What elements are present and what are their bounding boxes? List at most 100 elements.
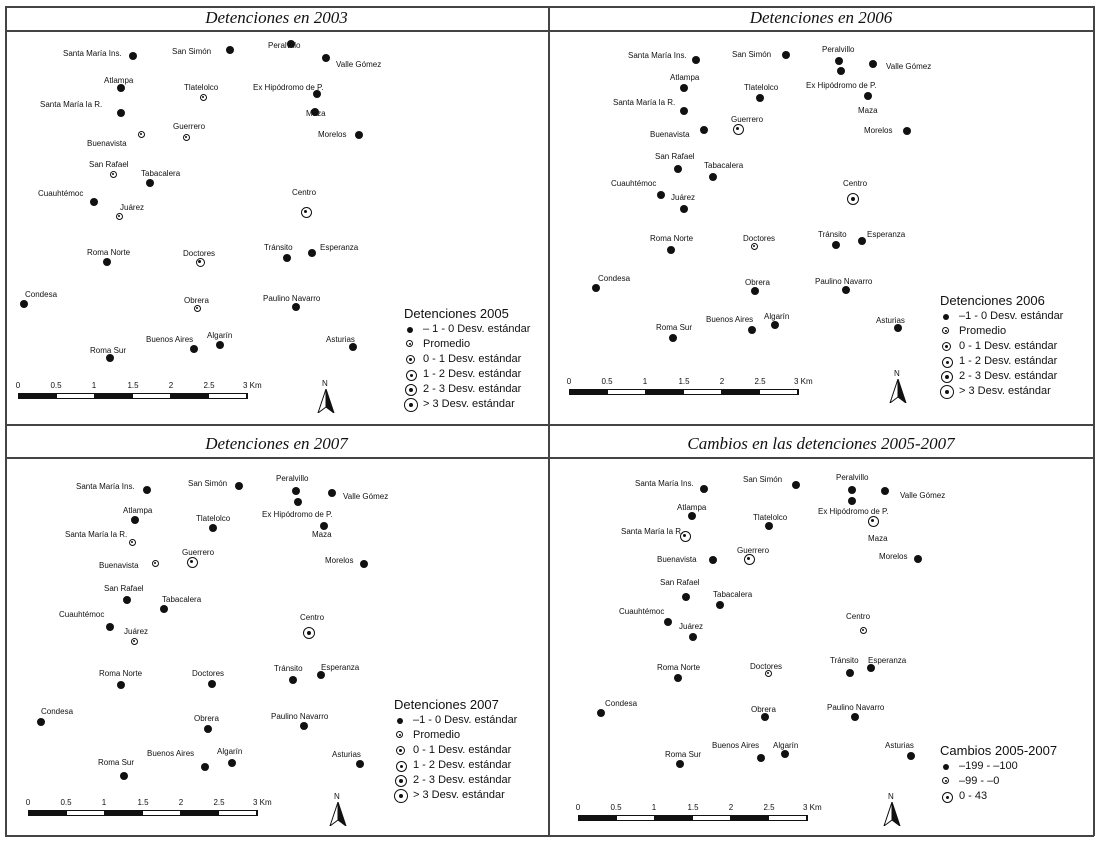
- place-label: Juárez: [124, 627, 149, 636]
- north-arrow-icon: N: [316, 379, 336, 413]
- place-label: Paulino Navarro: [263, 294, 321, 303]
- scale-tick-label: 2: [178, 798, 184, 807]
- place-label: Santa María la R.: [613, 98, 676, 107]
- place-marker: [867, 515, 879, 527]
- place-marker: [160, 605, 168, 613]
- place-marker: [832, 241, 840, 249]
- place-marker: [682, 593, 690, 601]
- place-marker: [146, 179, 154, 187]
- place-marker: [692, 56, 700, 64]
- legend-item-label: 0 - 1 Desv. estándar: [423, 353, 522, 365]
- place-marker: [103, 258, 111, 266]
- place-label: Tabacalera: [162, 595, 202, 604]
- place-marker: [846, 669, 854, 677]
- legend-item-label: –99 - –0: [959, 775, 1000, 787]
- place-marker: [356, 760, 364, 768]
- map-panel-2006: Santa María Ins. San Simón Peralvillo Valle…: [550, 31, 1093, 424]
- map-legend: Cambios 2005-2007 –199 - –100 –99 - –0 0 - …: [940, 743, 1057, 804]
- place-marker: [117, 84, 125, 92]
- north-arrow-icon: N: [888, 369, 908, 403]
- legend-item-label: 0 - 43: [959, 790, 988, 802]
- place-marker: [201, 763, 209, 771]
- legend-item-label: –1 - 0 Desv. estándar: [413, 714, 518, 726]
- legend-item: Promedio: [940, 324, 1063, 339]
- place-marker: [764, 669, 772, 677]
- legend-item-label: Promedio: [959, 325, 1007, 337]
- north-label: N: [322, 379, 328, 388]
- place-marker: [130, 637, 138, 645]
- place-marker: [761, 713, 769, 721]
- legend-symbol-icon: [942, 357, 953, 368]
- north-label: N: [888, 792, 894, 801]
- place-label: Centro: [843, 179, 868, 188]
- legend-item-label: –1 - 0 Desv. estándar: [959, 310, 1064, 322]
- place-marker: [751, 287, 759, 295]
- place-label: Santa María Ins.: [628, 51, 687, 60]
- legend-item-label: > 3 Desv. estándar: [423, 398, 515, 410]
- place-marker: [894, 324, 902, 332]
- legend-item: Promedio: [394, 728, 517, 743]
- place-label: Maza: [312, 530, 332, 539]
- legend-symbol-icon: [406, 355, 415, 364]
- place-label: Ex Hipódromo de P.: [253, 83, 324, 92]
- place-label: Tlatelolco: [196, 514, 231, 523]
- place-marker: [131, 516, 139, 524]
- place-marker: [208, 680, 216, 688]
- legend-symbol-icon: [404, 398, 418, 412]
- place-marker: [228, 759, 236, 767]
- place-marker: [360, 560, 368, 568]
- north-label: N: [894, 369, 900, 378]
- scale-tick-label: 0.5: [50, 381, 62, 390]
- legend-symbol-icon: [941, 371, 953, 383]
- legend-symbol-icon: [942, 327, 949, 334]
- scale-bar: 0 0.5 1 1.5 2 2.5 3 Km: [567, 377, 813, 397]
- place-marker: [842, 286, 850, 294]
- place-marker: [771, 321, 779, 329]
- legend-title: Detenciones 2005: [404, 306, 509, 321]
- place-label: Condesa: [605, 699, 638, 708]
- legend-symbol-icon: [942, 342, 951, 351]
- place-label: Obrera: [194, 714, 219, 723]
- place-marker: [743, 553, 755, 565]
- place-label: Guerrero: [731, 115, 764, 124]
- place-marker: [186, 556, 198, 568]
- legend-symbol-icon: [942, 792, 953, 803]
- scale-tick-label: 2.5: [213, 798, 225, 807]
- place-label: Centro: [292, 188, 317, 197]
- place-marker: [907, 752, 915, 760]
- place-label: Guerrero: [182, 548, 215, 557]
- place-label: Roma Sur: [656, 323, 693, 332]
- place-marker: [120, 772, 128, 780]
- place-marker: [193, 304, 201, 312]
- frame-right-line: [1093, 6, 1095, 836]
- legend-symbol-icon: [942, 777, 949, 784]
- legend-symbol-icon: [396, 746, 405, 755]
- place-marker: [765, 522, 773, 530]
- legend-item-label: – 1 - 0 Desv. estándar: [423, 323, 531, 335]
- place-marker: [292, 303, 300, 311]
- place-label: San Simón: [743, 475, 783, 484]
- scale-tick-label: 2.5: [763, 803, 775, 812]
- legend-item-label: 2 - 3 Desv. estándar: [959, 370, 1058, 382]
- place-label: Algarín: [764, 312, 790, 321]
- scale-tick-label: 2: [719, 377, 725, 386]
- place-label: Buenos Aires: [712, 741, 760, 750]
- frame-mid-line: [5, 424, 1094, 426]
- place-marker: [757, 754, 765, 762]
- place-marker: [199, 93, 207, 101]
- place-label: Valle Gómez: [886, 62, 932, 71]
- legend-symbol-icon: [406, 370, 417, 381]
- place-label: Centro: [846, 612, 871, 621]
- place-label: Esperanza: [867, 230, 906, 239]
- place-label: Algarín: [207, 331, 233, 340]
- place-label: Buenavista: [650, 130, 690, 139]
- place-marker: [308, 249, 316, 257]
- place-marker: [716, 601, 724, 609]
- place-label: Esperanza: [320, 243, 359, 252]
- place-marker: [303, 627, 315, 639]
- place-marker: [287, 40, 295, 48]
- place-label: Maza: [868, 534, 888, 543]
- place-label: Roma Norte: [650, 234, 694, 243]
- scale-tick-label: 2: [728, 803, 734, 812]
- place-label: Morelos: [879, 552, 908, 561]
